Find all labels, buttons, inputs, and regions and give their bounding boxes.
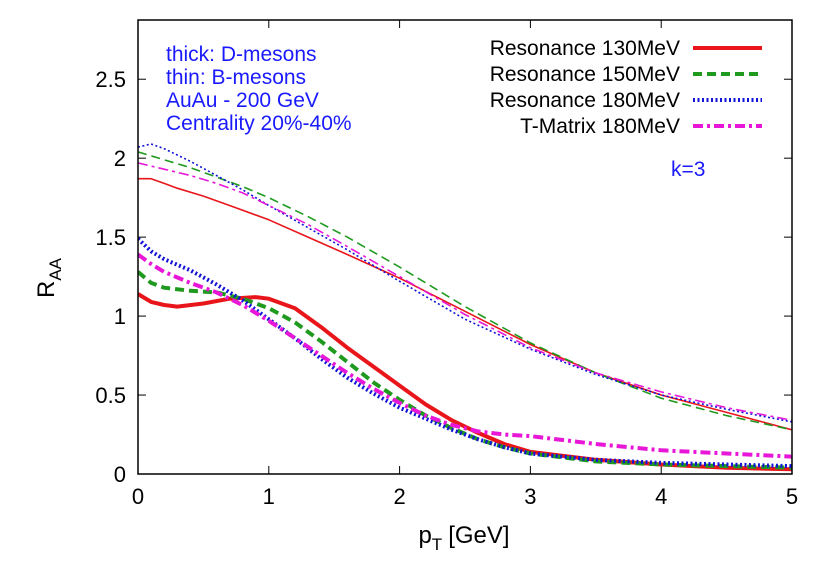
x-axis-title-main: p [418, 522, 431, 549]
annotation-block: thick: D-mesons thin: B-mesons AuAu - 20… [166, 43, 705, 181]
annotation-line: thick: D-mesons [166, 43, 317, 66]
x-tick-label: 2 [393, 484, 405, 509]
y-tick-label: 2.5 [95, 67, 126, 92]
x-tick-label: 5 [786, 484, 798, 509]
annotation-line: AuAu - 200 GeV [166, 89, 319, 112]
series-line-d-meson-t-matrix-180mev [138, 252, 792, 459]
series-line-b-meson-resonance-180mev [138, 143, 792, 423]
k-label: k=3 [671, 158, 705, 181]
x-axis-title-unit: [GeV] [448, 522, 509, 549]
y-tick-label: 2 [114, 146, 126, 171]
x-tick-label: 0 [132, 484, 144, 509]
series-layer [138, 143, 792, 472]
x-tick-label: 3 [524, 484, 536, 509]
annotation-line: Centrality 20%-40% [166, 112, 352, 135]
series-line-b-meson-resonance-130mev [138, 177, 792, 431]
annotation-line: thin: B-mesons [166, 66, 306, 89]
x-axis-title: pT [GeV] [418, 522, 509, 554]
legend: Resonance 130MeV Resonance 150MeV Resonanc… [490, 37, 762, 138]
series-line-d-meson-resonance-180mev [138, 237, 792, 469]
legend-label: Resonance 130MeV [490, 37, 680, 60]
x-axis-title-sub: T [432, 535, 442, 554]
legend-label: Resonance 180MeV [490, 89, 680, 112]
tick-labels: 0 1 2 3 4 5 0 0.5 1 1.5 2 2.5 [95, 67, 798, 509]
y-tick-label: 1 [114, 304, 126, 329]
series-line-d-meson-resonance-130mev [138, 292, 792, 472]
y-tick-label: 0 [114, 462, 126, 487]
y-tick-label: 0.5 [95, 383, 126, 408]
series-line-b-meson-resonance-150mev [138, 151, 792, 431]
y-axis-title: RAA [33, 257, 65, 298]
y-tick-label: 1.5 [95, 225, 126, 250]
x-tick-label: 1 [263, 484, 275, 509]
x-tick-label: 4 [655, 484, 667, 509]
legend-label: Resonance 150MeV [490, 63, 680, 86]
series-line-b-meson-t-matrix-180mev [138, 162, 792, 422]
y-axis-title-sub: AA [46, 257, 65, 280]
plot-frame [137, 19, 793, 475]
y-axis-title-main: R [33, 281, 60, 298]
legend-label: T-Matrix 180MeV [520, 115, 680, 138]
